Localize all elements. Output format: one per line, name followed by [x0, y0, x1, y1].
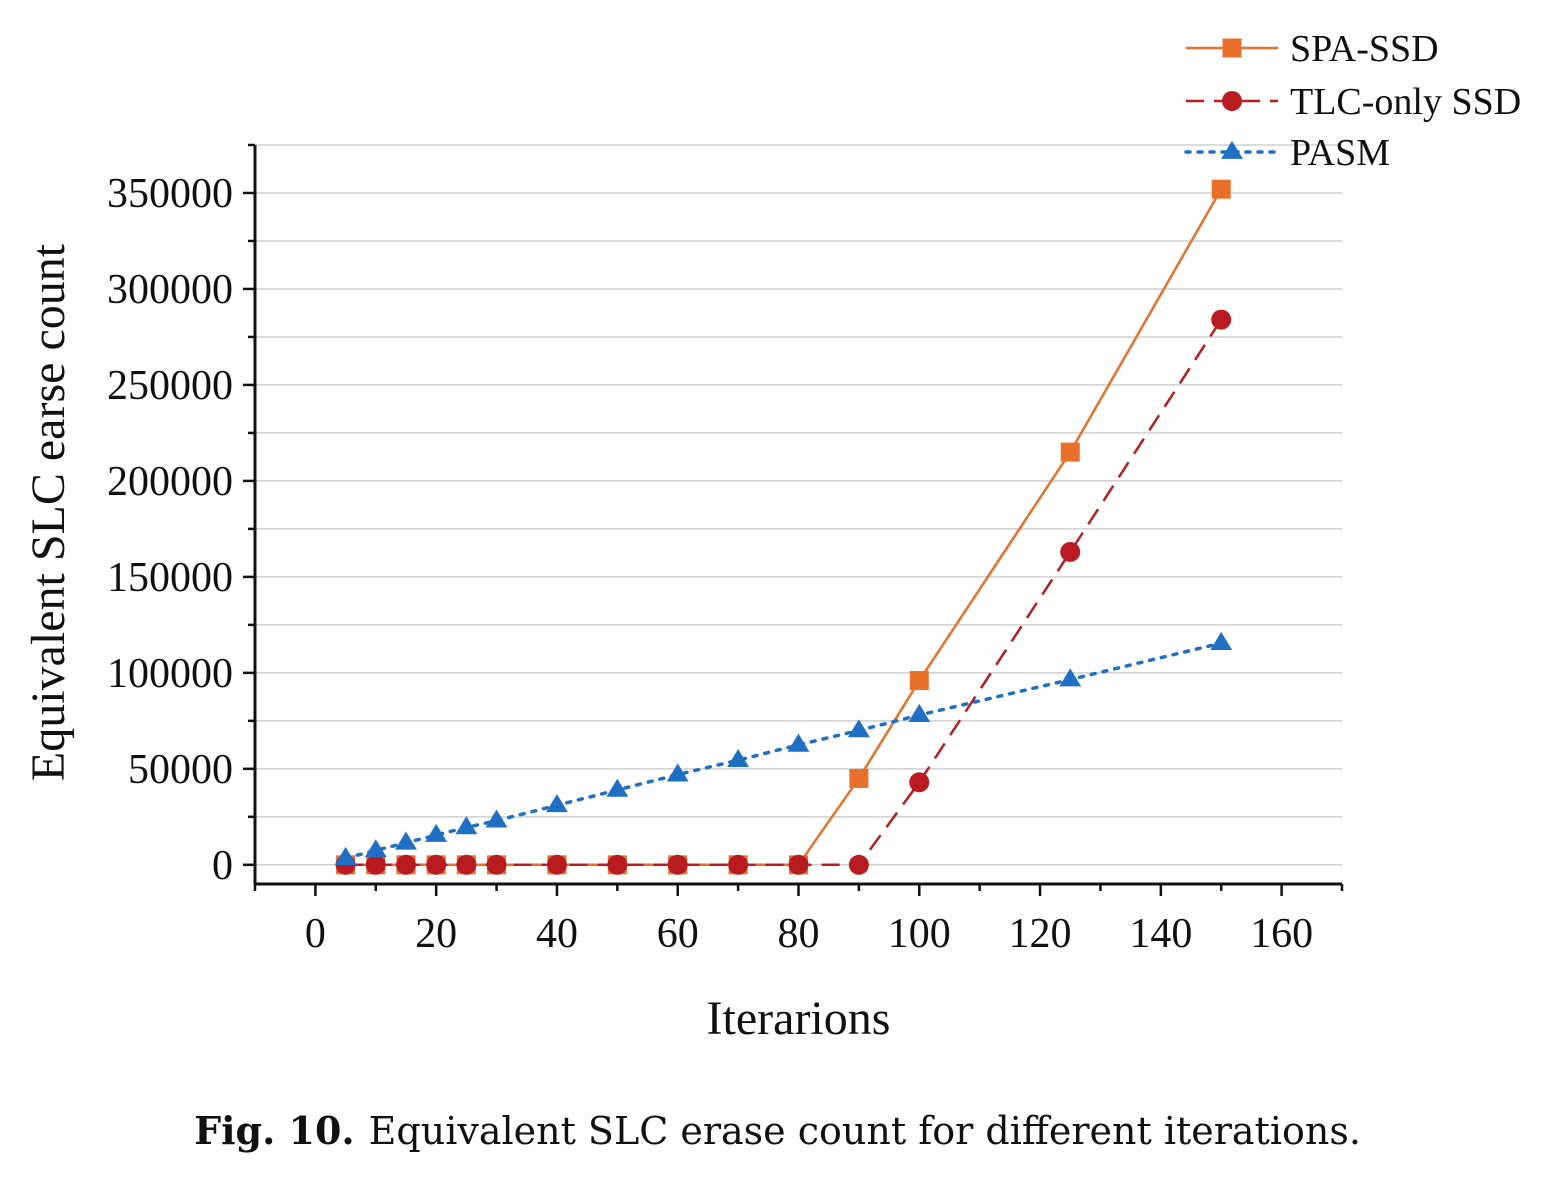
data-point — [847, 719, 870, 738]
data-point — [1059, 668, 1082, 687]
data-point — [1211, 309, 1232, 330]
data-point — [1210, 631, 1233, 650]
data-point — [546, 794, 568, 813]
axes: 0 50000 100000 150000 200000 250000 300000 3500… — [22, 143, 1344, 1045]
series-group — [334, 179, 1233, 875]
legend-marker — [1222, 91, 1242, 111]
data-point — [395, 831, 417, 850]
x-tick-label: 100 — [888, 911, 951, 957]
data-point — [334, 846, 357, 865]
series-line — [343, 641, 1223, 860]
x-tick-label: 60 — [657, 911, 699, 957]
data-point — [666, 763, 689, 782]
legend: SPA-SSD TLC-only SSD PASM — [1184, 28, 1521, 174]
figure-caption: Fig. 10. Equivalent SLC erase count for d… — [0, 1108, 1555, 1153]
data-point — [485, 809, 508, 828]
data-point — [727, 749, 750, 768]
data-point — [364, 839, 387, 858]
x-tick-label: 80 — [778, 911, 820, 957]
legend-marker — [1222, 38, 1242, 58]
data-point — [787, 733, 810, 752]
series-line — [345, 318, 1223, 867]
x-axis-title: Iterarions — [707, 992, 891, 1045]
data-point — [365, 854, 386, 875]
x-tick-label: 140 — [1129, 911, 1192, 957]
caption-text: Equivalent SLC erase count for different… — [368, 1109, 1361, 1153]
data-point — [425, 823, 448, 842]
legend-label: TLC-only SSD — [1290, 81, 1521, 123]
y-tick-label: 250000 — [107, 363, 233, 409]
data-point — [849, 768, 869, 788]
data-point — [908, 703, 931, 722]
data-point — [456, 854, 477, 875]
data-point — [848, 854, 869, 875]
data-point — [909, 772, 930, 793]
x-tick-label: 40 — [536, 911, 578, 957]
caption-label: Fig. 10. — [194, 1108, 355, 1153]
data-point — [455, 816, 478, 835]
data-point — [667, 854, 688, 875]
x-tick-label: 20 — [415, 911, 457, 957]
data-point — [788, 854, 809, 875]
x-tick-label: 0 — [305, 911, 326, 957]
data-point — [426, 854, 447, 875]
data-point — [1060, 541, 1081, 562]
data-point — [728, 854, 749, 875]
y-tick-label: 200000 — [107, 459, 233, 505]
y-tick-label: 150000 — [107, 555, 233, 601]
legend-label: SPA-SSD — [1290, 28, 1439, 70]
y-tick-label: 300000 — [107, 267, 233, 313]
line-chart: 0 50000 100000 150000 200000 250000 300000 3500… — [22, 28, 1521, 1045]
gridlines — [255, 144, 1342, 866]
series-line — [345, 188, 1223, 867]
data-point — [546, 854, 567, 875]
y-tick-label: 0 — [212, 843, 233, 889]
data-point — [1060, 442, 1080, 462]
data-point — [395, 854, 416, 875]
legend-marker — [1221, 140, 1243, 159]
legend-label: PASM — [1290, 132, 1390, 174]
data-point — [486, 854, 507, 875]
x-tick-label: 160 — [1250, 911, 1313, 957]
data-point — [606, 778, 629, 797]
data-point — [607, 854, 628, 875]
x-tick-label: 120 — [1009, 911, 1072, 957]
y-axis-title: Equivalent SLC earse count — [22, 243, 75, 781]
data-point — [1211, 179, 1231, 199]
y-tick-label: 100000 — [107, 651, 233, 697]
y-tick-label: 50000 — [128, 747, 233, 793]
y-tick-label: 350000 — [107, 171, 233, 217]
data-point — [909, 671, 929, 691]
